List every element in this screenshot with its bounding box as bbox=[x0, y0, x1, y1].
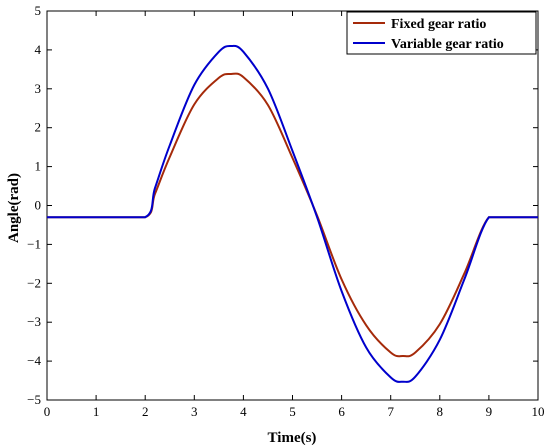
series-line-2 bbox=[47, 44, 538, 383]
x-axis-title: Time(s) bbox=[268, 430, 317, 446]
y-tick-label: 3 bbox=[35, 81, 42, 96]
x-tick-label: 2 bbox=[142, 404, 149, 419]
x-tick-label: 5 bbox=[289, 404, 296, 419]
x-tick-label: 3 bbox=[191, 404, 198, 419]
series-line-1 bbox=[47, 72, 538, 358]
legend-box bbox=[346, 11, 537, 55]
x-tick-label: 0 bbox=[44, 404, 51, 419]
x-tick-label: 6 bbox=[338, 404, 345, 419]
y-tick-label: −4 bbox=[27, 353, 41, 368]
series-layer bbox=[47, 44, 538, 383]
y-tick-label: −5 bbox=[27, 392, 41, 407]
y-tick-label: 4 bbox=[35, 42, 42, 57]
y-tick-label: 2 bbox=[35, 120, 42, 135]
legend: Fixed gear ratio Variable gear ratio bbox=[346, 11, 537, 55]
x-tick-label: 7 bbox=[387, 404, 394, 419]
x-tick-label: 9 bbox=[486, 404, 493, 419]
y-axis-title: Angle(rad) bbox=[6, 173, 22, 243]
x-tick-label: 10 bbox=[532, 404, 545, 419]
y-tick-label: −2 bbox=[27, 275, 41, 290]
plot-frame bbox=[46, 10, 539, 401]
x-tick-label: 1 bbox=[93, 404, 100, 419]
y-tick-label: 0 bbox=[35, 198, 42, 213]
legend-label: Fixed gear ratio bbox=[391, 17, 486, 32]
y-tick-label: 5 bbox=[35, 3, 42, 18]
y-tick-label: −3 bbox=[27, 314, 41, 329]
y-tick-label: 1 bbox=[35, 159, 42, 174]
y-tick-label: −1 bbox=[27, 236, 41, 251]
legend-label: Variable gear ratio bbox=[391, 37, 504, 52]
x-tick-label: 4 bbox=[240, 404, 247, 419]
x-tick-label: 8 bbox=[437, 404, 444, 419]
